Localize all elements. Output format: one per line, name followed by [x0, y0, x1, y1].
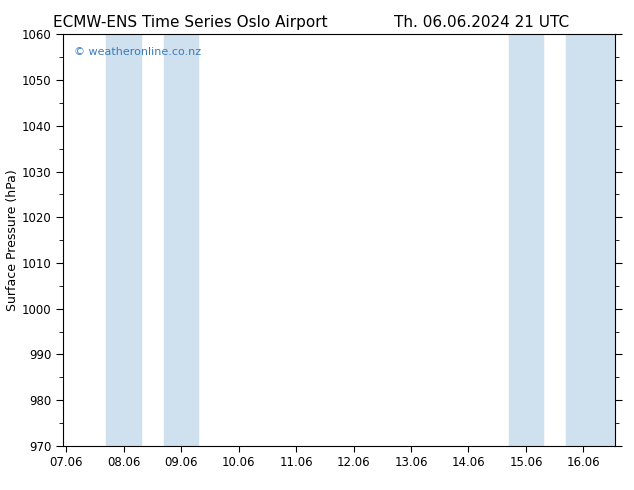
Y-axis label: Surface Pressure (hPa): Surface Pressure (hPa) [6, 169, 19, 311]
Title: ECMW-ENS Time Series Oslo Airport      Th. 06.06.2024 21 UTC: ECMW-ENS Time Series Oslo Airport Th. 06… [0, 489, 1, 490]
Text: © weatheronline.co.nz: © weatheronline.co.nz [74, 47, 202, 57]
Bar [508, 34, 543, 446]
Text: Th. 06.06.2024 21 UTC: Th. 06.06.2024 21 UTC [394, 15, 569, 30]
Bar [107, 34, 141, 446]
Text: ECMW-ENS Time Series Oslo Airport: ECMW-ENS Time Series Oslo Airport [53, 15, 328, 30]
Bar [164, 34, 198, 446]
Bar [595, 34, 615, 446]
Bar [566, 34, 600, 446]
